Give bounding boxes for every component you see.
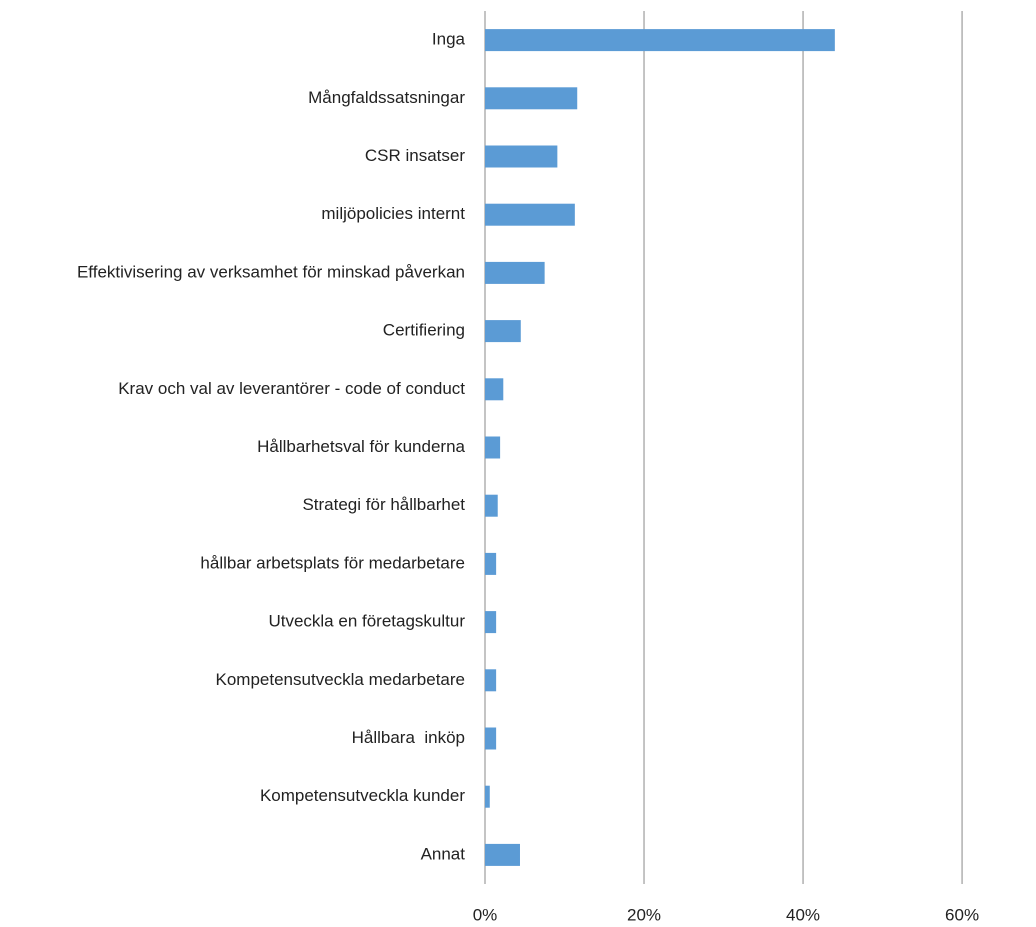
x-tick-label: 0% — [473, 905, 498, 924]
x-tick-label: 20% — [627, 905, 661, 924]
bar — [485, 785, 490, 808]
y-tick-label: miljöpolicies internt — [321, 204, 465, 223]
y-tick-label: Mångfaldssatsningar — [308, 88, 465, 107]
y-tick-label: hållbar arbetsplats för medarbetare — [200, 553, 465, 572]
bar — [485, 843, 520, 866]
bar — [485, 29, 835, 52]
x-tick-label: 40% — [786, 905, 820, 924]
y-tick-label: Hållbara inköp — [352, 728, 465, 747]
bar — [485, 87, 578, 110]
y-tick-label: Effektivisering av verksamhet för minska… — [77, 262, 465, 281]
bar — [485, 261, 545, 284]
bar — [485, 727, 497, 750]
y-tick-label: Krav och val av leverantörer - code of c… — [118, 379, 465, 398]
x-tick-label: 60% — [945, 905, 979, 924]
y-tick-label: Inga — [432, 30, 466, 49]
bar — [485, 611, 497, 634]
y-tick-label: Annat — [421, 844, 466, 863]
bar — [485, 552, 497, 575]
bar — [485, 320, 521, 343]
y-tick-label: Utveckla en företagskultur — [268, 612, 465, 631]
bar — [485, 436, 501, 459]
y-tick-label: CSR insatser — [365, 146, 465, 165]
y-tick-label: Strategi för hållbarhet — [302, 495, 465, 514]
y-tick-label: Hållbarhetsval för kunderna — [257, 437, 465, 456]
bar — [485, 203, 575, 226]
bar — [485, 494, 498, 517]
y-tick-label: Certifiering — [383, 321, 465, 340]
bar — [485, 145, 558, 168]
y-tick-label: Kompetensutveckla medarbetare — [216, 670, 465, 689]
bar — [485, 669, 497, 692]
bar — [485, 378, 504, 401]
y-tick-label: Kompetensutveckla kunder — [260, 786, 465, 805]
